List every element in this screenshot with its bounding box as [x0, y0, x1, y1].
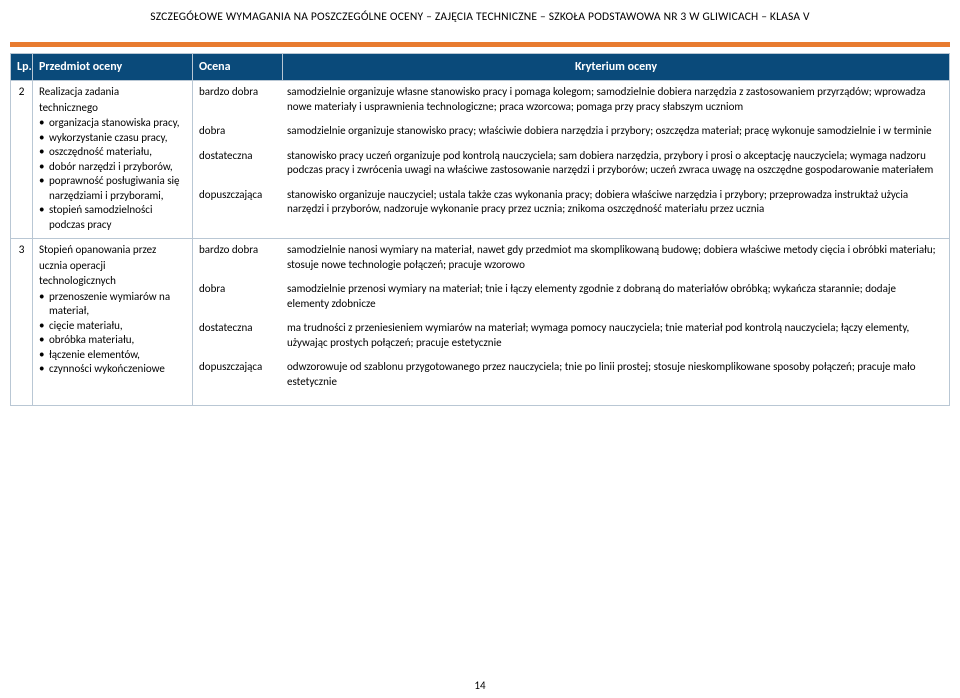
- row-lp: 3: [11, 239, 33, 406]
- col-grade: Ocena: [193, 54, 283, 81]
- page-number: 14: [0, 679, 960, 692]
- grade-text: samodzielnie organizuje własne stanowisk…: [287, 85, 943, 124]
- subject-bullets: przenoszenie wymiarów na materiał, cięci…: [39, 290, 186, 377]
- subject-line: technicznego: [39, 101, 186, 116]
- list-item: organizacja stanowiska pracy,: [39, 116, 186, 131]
- row-grades: bardzo dobra samodzielnie organizuje wła…: [193, 81, 950, 239]
- list-item: czynności wykończeniowe: [39, 362, 186, 377]
- list-item: dobór narzędzi i przyborów,: [39, 160, 186, 175]
- page-header: SZCZEGÓŁOWE WYMAGANIA NA POSZCZEGÓLNE OC…: [0, 0, 960, 42]
- grade-text: stanowisko pracy uczeń organizuje pod ko…: [287, 149, 943, 188]
- list-item: obróbka materiału,: [39, 333, 186, 348]
- list-item: oszczędność materiału,: [39, 145, 186, 160]
- grade-label: bardzo dobra: [199, 85, 287, 124]
- list-item: cięcie materiału,: [39, 319, 186, 334]
- row-subject: Stopień opanowania przez ucznia operacji…: [33, 239, 193, 406]
- grade-text: samodzielnie nanosi wymiary na materiał,…: [287, 243, 943, 282]
- list-item: łączenie elementów,: [39, 348, 186, 363]
- grade-label: dopuszczająca: [199, 188, 287, 227]
- subject-line: technologicznych: [39, 274, 186, 289]
- col-subject: Przedmiot oceny: [33, 54, 193, 81]
- subject-line: Stopień opanowania przez: [39, 243, 186, 258]
- col-lp: Lp.: [11, 54, 33, 81]
- grade-label: bardzo dobra: [199, 243, 287, 282]
- grade-label: dobra: [199, 282, 287, 321]
- list-item: wykorzystanie czasu pracy,: [39, 131, 186, 146]
- table-row: 2 Realizacja zadania technicznego organi…: [11, 81, 950, 239]
- grade-label: dopuszczająca: [199, 360, 287, 399]
- grade-text: stanowisko organizuje nauczyciel; ustala…: [287, 188, 943, 227]
- row-subject: Realizacja zadania technicznego organiza…: [33, 81, 193, 239]
- list-item: stopień samodzielności podczas pracy: [39, 203, 186, 232]
- grade-text: samodzielnie organizuje stanowisko pracy…: [287, 124, 943, 149]
- list-item: przenoszenie wymiarów na materiał,: [39, 290, 186, 319]
- grade-text: odwzorowuje od szablonu przygotowanego p…: [287, 360, 943, 399]
- subject-bullets: organizacja stanowiska pracy, wykorzysta…: [39, 116, 186, 232]
- grade-label: dostateczna: [199, 149, 287, 188]
- grade-label: dobra: [199, 124, 287, 149]
- grade-label: dostateczna: [199, 321, 287, 360]
- grade-text: samodzielnie przenosi wymiary na materia…: [287, 282, 943, 321]
- grade-text: ma trudności z przeniesieniem wymiarów n…: [287, 321, 943, 360]
- table-row: 3 Stopień opanowania przez ucznia operac…: [11, 239, 950, 406]
- row-grades: bardzo dobra samodzielnie nanosi wymiary…: [193, 239, 950, 406]
- row-lp: 2: [11, 81, 33, 239]
- subject-line: Realizacja zadania: [39, 85, 186, 100]
- col-criterion: Kryterium oceny: [283, 54, 950, 81]
- criteria-table: Lp. Przedmiot oceny Ocena Kryterium ocen…: [10, 53, 950, 406]
- accent-line: [10, 42, 950, 47]
- subject-line: ucznia operacji: [39, 259, 186, 274]
- list-item: poprawność posługiwania się narzędziami …: [39, 174, 186, 203]
